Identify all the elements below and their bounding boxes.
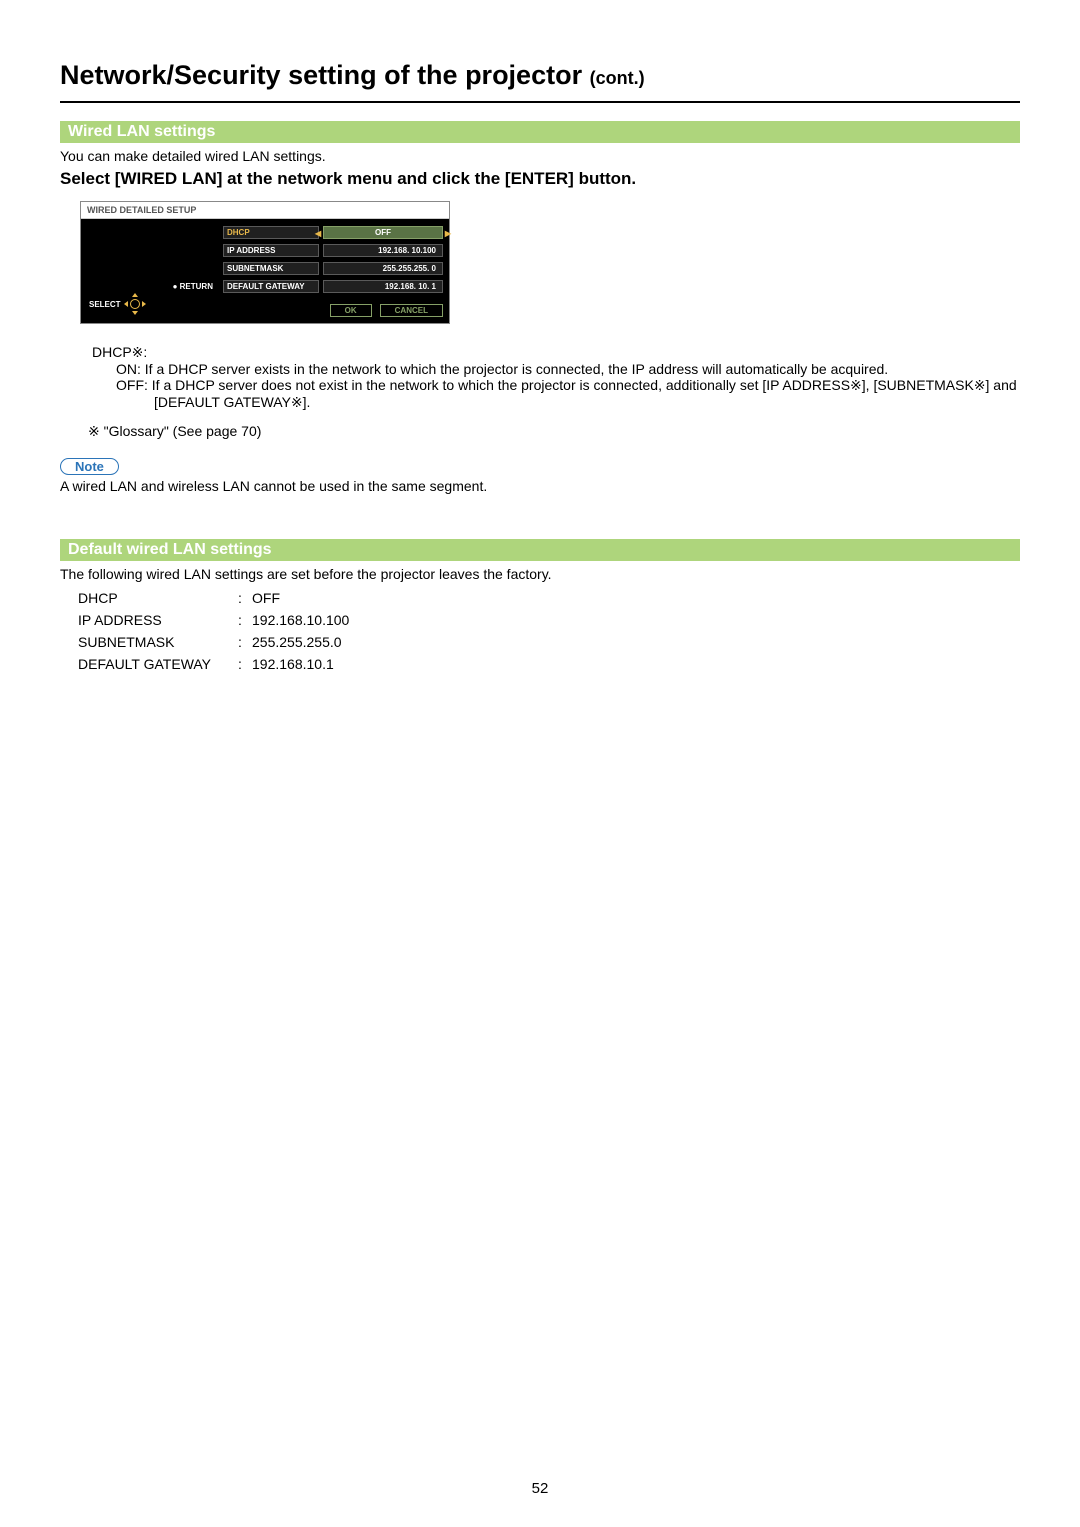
defaults-sep: :: [238, 612, 252, 628]
defaults-value-ip: 192.168.10.100: [252, 612, 349, 628]
menu-row-dhcp[interactable]: DHCP ◀ OFF ▶: [223, 225, 443, 240]
panel-header: WIRED DETAILED SETUP: [81, 202, 449, 219]
menu-value-dhcp[interactable]: ◀ OFF ▶: [323, 226, 443, 239]
defaults-label-mask: SUBNETMASK: [78, 634, 238, 650]
defaults-row-ip: IP ADDRESS : 192.168.10.100: [78, 612, 1020, 628]
cancel-button[interactable]: CANCEL: [380, 304, 443, 317]
menu-row-ip[interactable]: IP ADDRESS 192.168. 10.100: [223, 243, 443, 258]
note-body: A wired LAN and wireless LAN cannot be u…: [60, 477, 1020, 495]
default-lan-intro: The following wired LAN settings are set…: [60, 565, 1020, 583]
defaults-sep: :: [238, 634, 252, 650]
dhcp-value-text: OFF: [375, 228, 391, 237]
panel-body: ● RETURN SELECT DHCP ◀ OFF ▶: [81, 219, 449, 323]
menu-row-mask[interactable]: SUBNETMASK 255.255.255. 0: [223, 261, 443, 276]
note-pill: Note: [60, 458, 119, 475]
page-title-cont: (cont.): [590, 68, 645, 88]
dpad-icon[interactable]: [124, 293, 146, 315]
defaults-sep: :: [238, 590, 252, 606]
defaults-table: DHCP : OFF IP ADDRESS : 192.168.10.100 S…: [78, 590, 1020, 672]
defaults-row-mask: SUBNETMASK : 255.255.255.0: [78, 634, 1020, 650]
defaults-label-gateway: DEFAULT GATEWAY: [78, 656, 238, 672]
return-label: ● RETURN: [89, 282, 213, 291]
menu-label-mask: SUBNETMASK: [223, 262, 319, 275]
section-bar-default-lan: Default wired LAN settings: [60, 539, 1020, 561]
note-block: Note A wired LAN and wireless LAN cannot…: [60, 458, 1020, 495]
section-bar-wired-lan: Wired LAN settings: [60, 121, 1020, 143]
defaults-row-dhcp: DHCP : OFF: [78, 590, 1020, 606]
select-control: SELECT: [89, 293, 213, 315]
glossary-reference: ※ "Glossary" (See page 70): [88, 423, 1020, 440]
defaults-sep: :: [238, 656, 252, 672]
title-rule: [60, 101, 1020, 103]
panel-right: DHCP ◀ OFF ▶ IP ADDRESS 192.168. 10.100 …: [221, 219, 449, 323]
dhcp-on-block: ON: If a DHCP server exists in the netwo…: [116, 361, 1020, 411]
right-arrow-icon[interactable]: ▶: [445, 229, 451, 238]
defaults-row-gateway: DEFAULT GATEWAY : 192.168.10.1: [78, 656, 1020, 672]
defaults-value-mask: 255.255.255.0: [252, 634, 342, 650]
ok-button[interactable]: OK: [330, 304, 372, 317]
defaults-value-dhcp: OFF: [252, 590, 280, 606]
dhcp-on-prefix: ON:: [116, 361, 141, 377]
defaults-label-ip: IP ADDRESS: [78, 612, 238, 628]
dhcp-heading: DHCP※:: [92, 344, 1020, 361]
wired-lan-subhead: Select [WIRED LAN] at the network menu a…: [60, 169, 1020, 189]
left-arrow-icon[interactable]: ◀: [315, 229, 321, 238]
page-number: 52: [0, 1480, 1080, 1497]
menu-row-gateway[interactable]: DEFAULT GATEWAY 192.168. 10. 1: [223, 279, 443, 294]
menu-label-dhcp: DHCP: [223, 226, 319, 239]
defaults-value-gateway: 192.168.10.1: [252, 656, 334, 672]
page-title: Network/Security setting of the projecto…: [60, 60, 1020, 91]
menu-buttons: OK CANCEL: [223, 304, 443, 317]
wired-detailed-setup-panel: WIRED DETAILED SETUP ● RETURN SELECT DHC…: [80, 201, 450, 324]
menu-label-ip: IP ADDRESS: [223, 244, 319, 257]
defaults-label-dhcp: DHCP: [78, 590, 238, 606]
dhcp-on-body: If a DHCP server exists in the network t…: [145, 361, 888, 377]
menu-value-mask[interactable]: 255.255.255. 0: [323, 262, 443, 275]
menu-value-gateway[interactable]: 192.168. 10. 1: [323, 280, 443, 293]
menu-value-ip[interactable]: 192.168. 10.100: [323, 244, 443, 257]
page-title-main: Network/Security setting of the projecto…: [60, 60, 590, 90]
select-label: SELECT: [89, 300, 121, 309]
dhcp-on: ON: If a DHCP server exists in the netwo…: [116, 361, 1020, 377]
dhcp-description: DHCP※: ON: If a DHCP server exists in th…: [92, 344, 1020, 411]
wired-lan-intro: You can make detailed wired LAN settings…: [60, 147, 1020, 165]
panel-left: ● RETURN SELECT: [81, 219, 221, 323]
menu-label-gateway: DEFAULT GATEWAY: [223, 280, 319, 293]
return-text: RETURN: [180, 282, 213, 291]
dhcp-off: OFF: If a DHCP server does not exist in …: [116, 377, 1020, 411]
